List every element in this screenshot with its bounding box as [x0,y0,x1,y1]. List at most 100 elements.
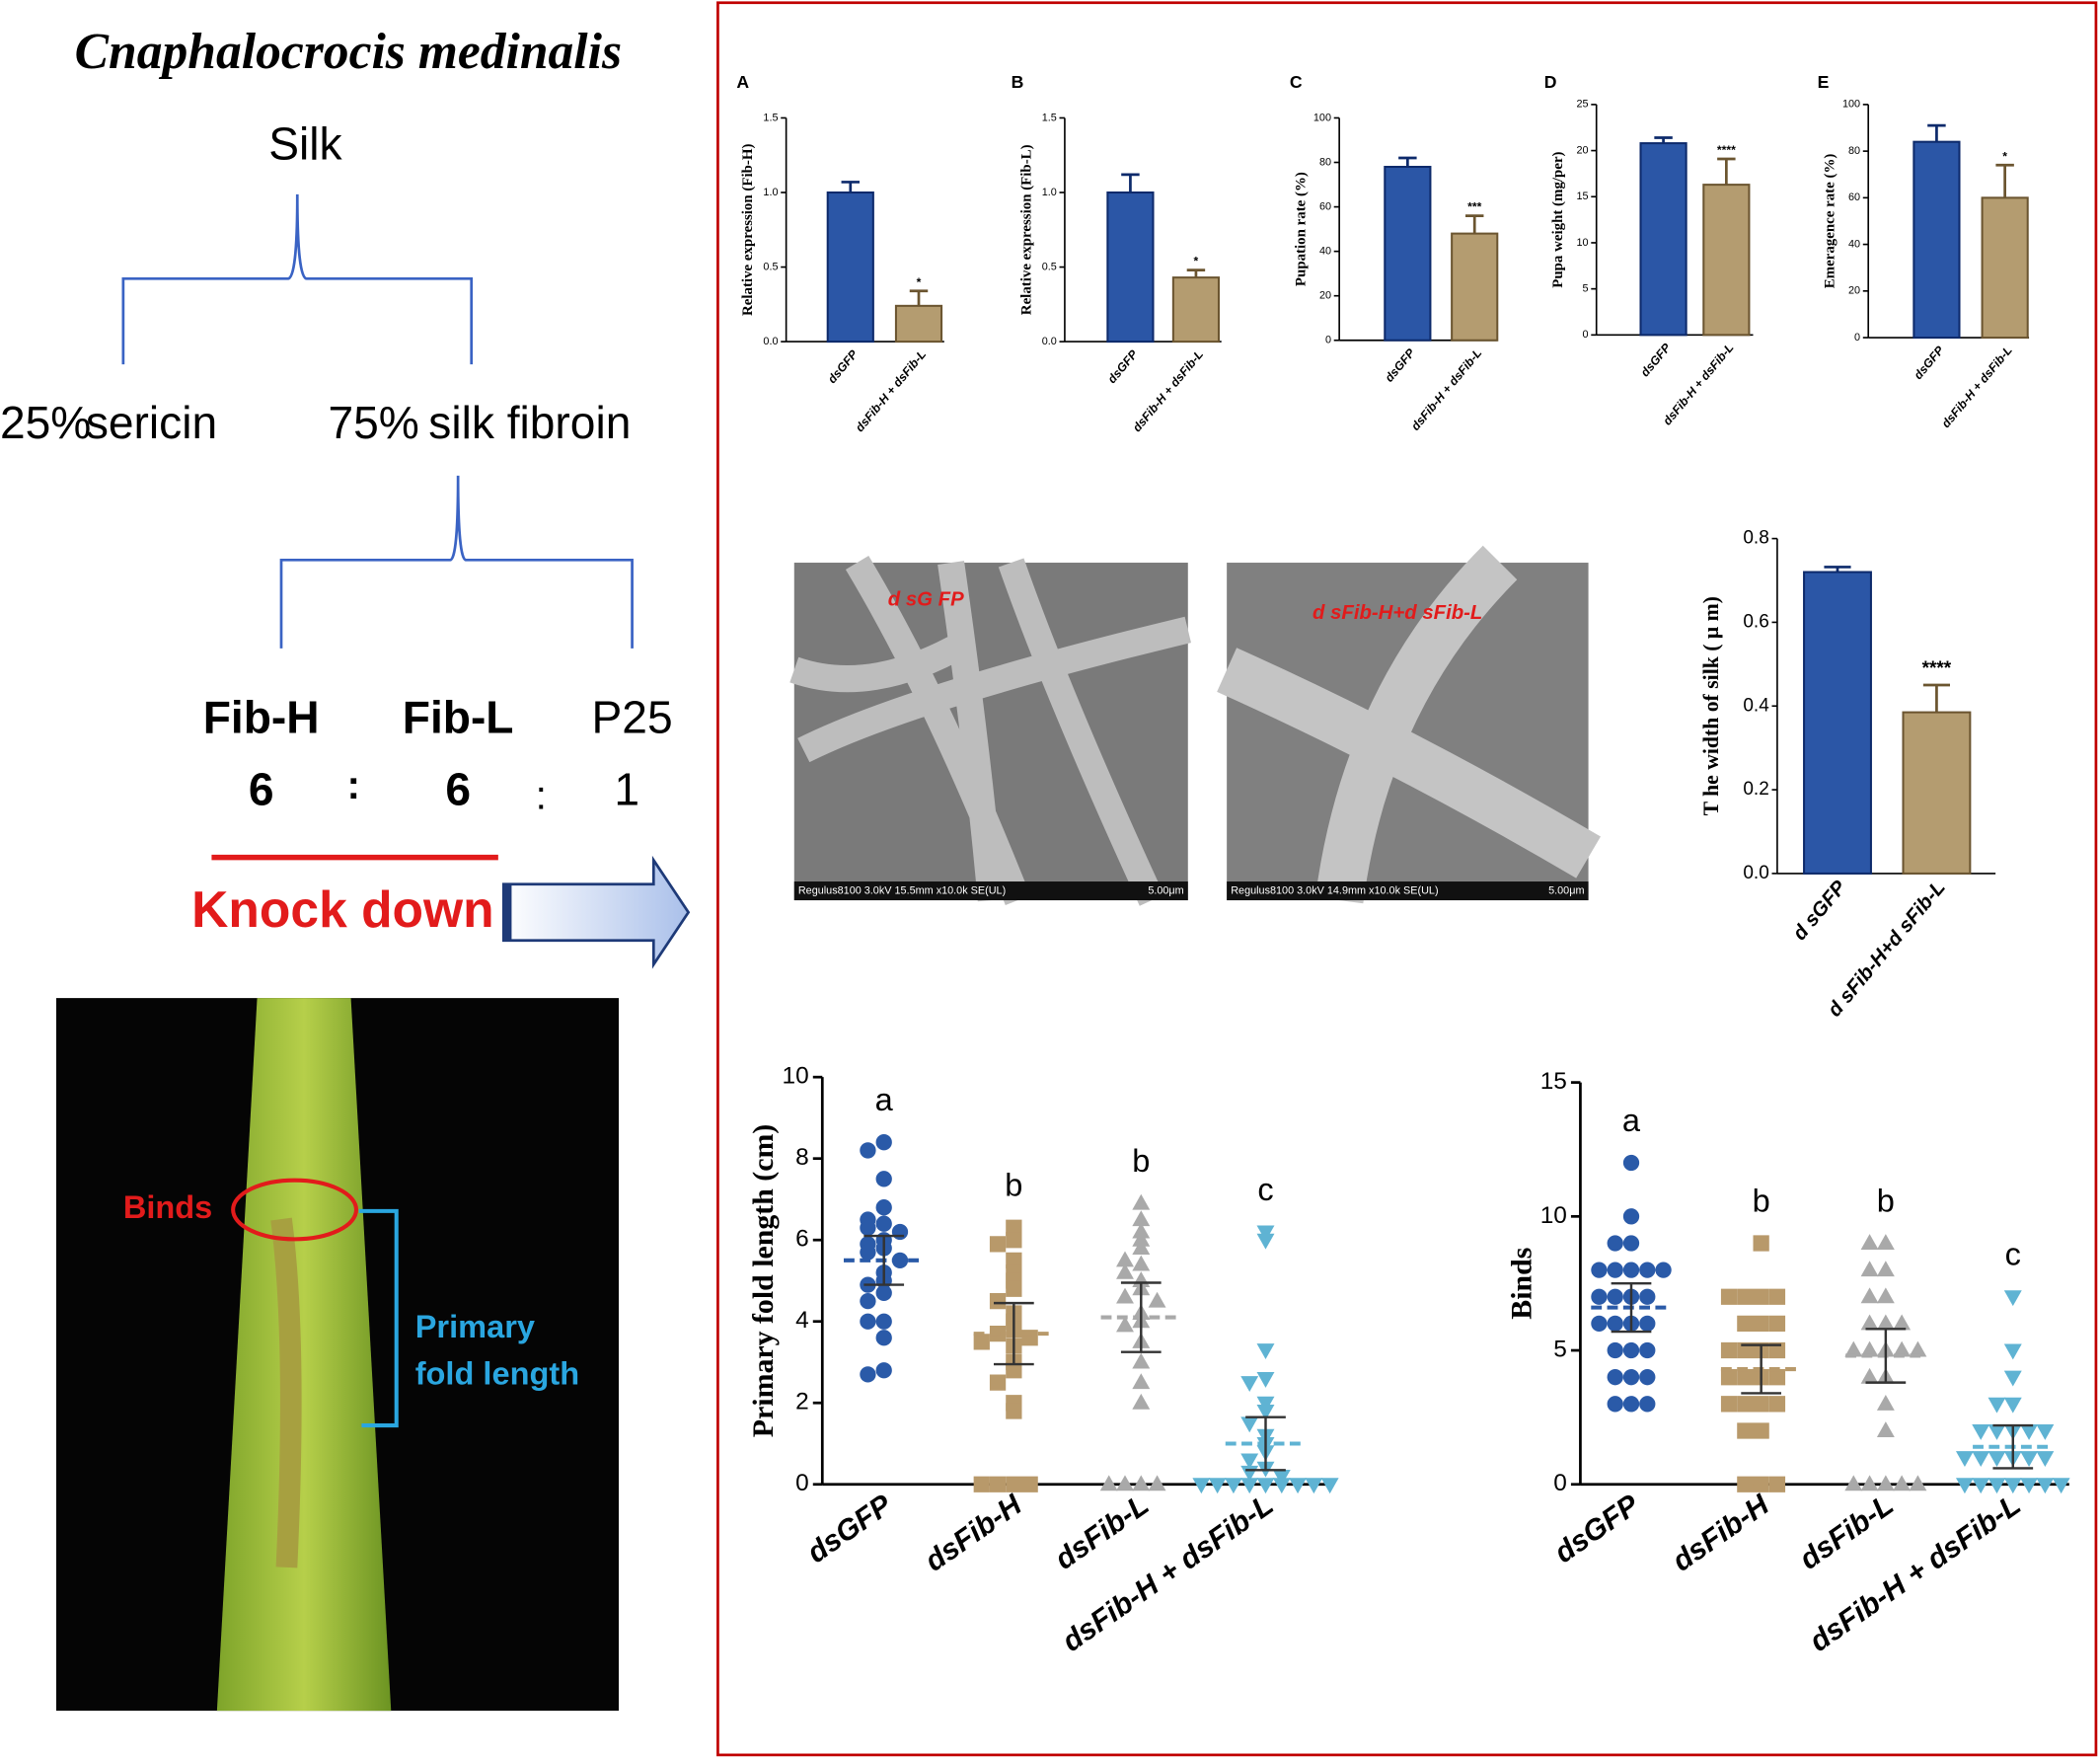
y-tick-label: 1.0 [1042,187,1057,198]
point [1955,1451,1974,1467]
ratio: : [347,762,361,807]
component: Fib-H [203,691,320,742]
bracket [121,193,474,365]
y-tick-label: 0 [795,1470,809,1496]
point [2003,1343,2022,1360]
y-axis-label: Relative expression (Fib-H) [740,144,756,316]
y-tick-label: 10 [783,1063,809,1090]
point [1116,1316,1134,1333]
frame [716,1,2098,1757]
point [1639,1341,1656,1359]
point [1132,1373,1151,1390]
point [973,1476,990,1492]
bar [894,304,943,344]
group-letter: b [1005,1168,1022,1203]
point [1737,1341,1754,1359]
group-letter: a [1622,1103,1641,1138]
point [1006,1280,1022,1297]
panel-letter: B [1012,72,1024,92]
point [1768,1315,1786,1333]
fiber [1217,545,1601,904]
point [1607,1235,1623,1252]
point [1768,1369,1786,1386]
point [1607,1262,1623,1278]
fibroin-percent: 75% [329,397,419,448]
component: P25 [592,691,673,742]
point [2036,1423,2055,1440]
ratio: : [536,773,547,818]
group-letter: b [1877,1183,1895,1218]
group-letter: b [1132,1143,1150,1179]
point [1132,1230,1151,1247]
point [2020,1451,2039,1467]
error-bar [1927,123,1946,142]
point [1955,1478,1974,1494]
point [1860,1314,1879,1331]
y-axis-label: T he width of silk ( μ m) [1699,596,1723,815]
point [860,1219,876,1236]
point [1988,1423,2006,1440]
point [1591,1315,1608,1333]
point [1607,1369,1623,1386]
point [2020,1423,2039,1440]
length-bracket [358,1208,399,1428]
y-tick-label: 10 [1540,1202,1567,1229]
bar [1171,276,1221,344]
title: Cnaphalocrocis medinalis [75,24,622,80]
panel-letter: D [1544,72,1557,92]
point [1639,1315,1656,1333]
error-bar [1654,136,1673,144]
point [1132,1222,1151,1239]
point [1860,1475,1879,1491]
y-tick-label: 1.0 [763,187,778,198]
knockdown-label: Knock down [191,880,494,938]
y-tick-label: 80 [1319,156,1331,168]
bar [1912,140,1961,340]
point [1132,1210,1151,1227]
point [1737,1288,1754,1305]
point [1256,1225,1275,1242]
y-tick-label: 0.8 [1743,528,1768,549]
point [973,1334,990,1350]
point [2003,1370,2022,1387]
point [1148,1475,1166,1491]
point [1622,1262,1640,1278]
point [1192,1478,1211,1494]
error-bar [1717,157,1736,186]
point [1737,1476,1754,1492]
point [1737,1315,1754,1333]
root-label: Silk [268,118,342,170]
point [1622,1396,1640,1413]
point [1116,1251,1134,1267]
arrow-bar [503,883,512,941]
point [1132,1239,1151,1255]
point [875,1284,892,1301]
point [1148,1291,1166,1308]
y-tick-label: 100 [1842,99,1860,111]
y-tick-label: 0.0 [763,336,778,347]
point [1737,1396,1754,1413]
point [1988,1478,2006,1494]
error-bar [1865,1328,1907,1384]
point [2020,1478,2039,1494]
point [875,1362,892,1379]
point [1256,1343,1275,1359]
point [1909,1475,1927,1491]
point [1256,1478,1275,1494]
bar [1384,166,1432,342]
point [1116,1475,1134,1491]
point [1272,1469,1291,1486]
point [1240,1478,1259,1494]
point [1591,1288,1608,1305]
point [875,1215,892,1232]
point [1591,1262,1608,1278]
leaf [216,998,392,1712]
point [1720,1288,1738,1305]
error-bar [841,181,861,193]
point [1753,1235,1769,1252]
point [989,1236,1007,1253]
error-bar [1464,214,1484,234]
ratio: 6 [249,764,274,815]
error-bar [1824,566,1851,573]
bar [1639,142,1688,337]
